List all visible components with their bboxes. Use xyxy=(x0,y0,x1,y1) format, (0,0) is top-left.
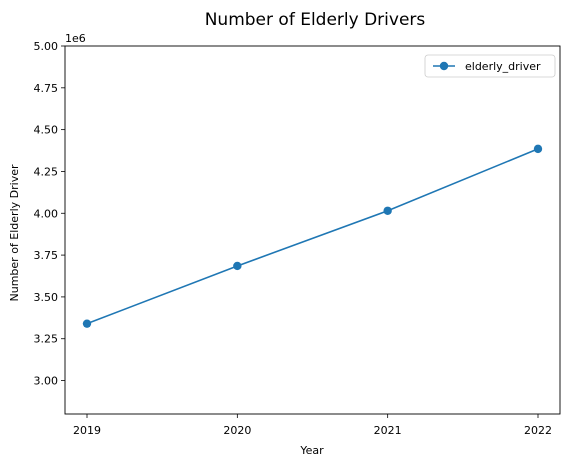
y-tick-label: 3.50 xyxy=(34,291,59,304)
y-tick-label: 3.00 xyxy=(34,375,59,388)
legend-label: elderly_driver xyxy=(465,60,541,73)
legend-box xyxy=(424,54,556,78)
y-tick-label: 4.25 xyxy=(34,165,59,178)
legend: elderly_driver xyxy=(424,54,556,78)
x-tick-label: 2021 xyxy=(374,424,402,437)
x-axis-label: Year xyxy=(299,444,324,457)
plot-area: 3.00 3.25 3.50 3.75 4.00 4.25 4.50 4.75 5.00 2019… xyxy=(34,40,561,437)
data-point xyxy=(533,144,543,154)
y-tick-label: 5.00 xyxy=(34,40,59,53)
x-tick-label: 2020 xyxy=(223,424,251,437)
y-tick-label: 4.75 xyxy=(34,82,59,95)
y-tick-label: 3.25 xyxy=(34,333,59,346)
y-tick-label: 4.00 xyxy=(34,207,59,220)
y-tick-label: 4.50 xyxy=(34,124,59,137)
y-tick-label: 3.75 xyxy=(34,249,59,262)
data-point xyxy=(233,261,242,271)
x-tick-label: 2022 xyxy=(524,424,552,437)
series-line xyxy=(86,148,539,325)
data-point xyxy=(82,319,92,328)
y-axis-offset-label: 1e6 xyxy=(65,32,86,45)
x-tick-label: 2019 xyxy=(73,424,101,437)
legend-marker xyxy=(439,61,449,71)
y-axis-label: Number of Elderly Driver xyxy=(8,164,21,301)
data-point xyxy=(383,206,392,215)
chart-title: Number of Elderly Drivers xyxy=(205,10,426,30)
axes-frame xyxy=(64,45,561,415)
